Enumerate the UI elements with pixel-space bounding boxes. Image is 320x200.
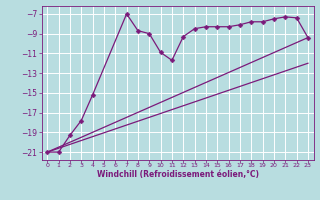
X-axis label: Windchill (Refroidissement éolien,°C): Windchill (Refroidissement éolien,°C) xyxy=(97,170,259,179)
